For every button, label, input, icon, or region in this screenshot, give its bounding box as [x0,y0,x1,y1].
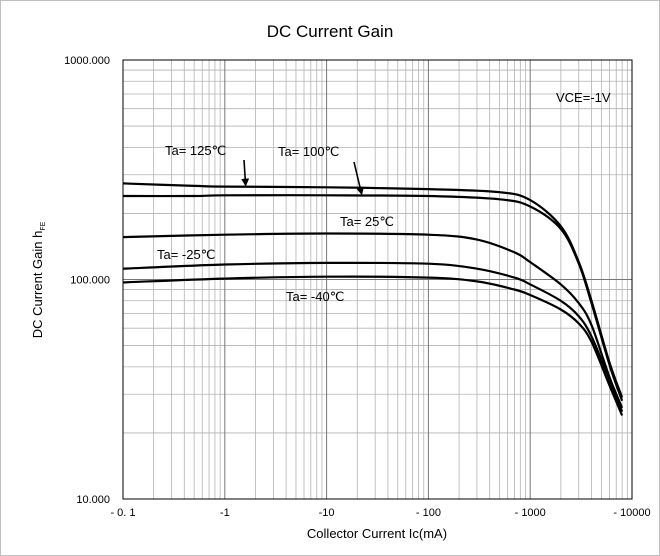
y-axis-label-main: DC Current Gain h [30,231,45,339]
annotation-arrow-0 [241,159,250,187]
x-tick-label: -10 [319,507,335,519]
x-tick-label: -1 [220,507,230,519]
y-axis-label: DC Current Gain hFE [30,221,47,338]
y-tick-label: 100.000 [70,275,110,287]
series-line-4 [122,275,624,416]
plot-area-frame [122,59,633,500]
tick-labels: - 0. 1 -1 -10 - 100 - 1000 - 10000 10.000 100.0… [64,55,651,519]
x-axis-label: Collector Current Ic(mA) [307,526,447,541]
annotation-label-0: Ta= 125℃ [165,143,226,158]
y-tick-label: 10.000 [76,494,110,506]
x-tick-label: - 0. 1 [110,507,135,519]
annotation-arrow-1 [353,161,364,196]
y-axis-label-subscript: FE [40,221,47,230]
condition-note-vce: VCE=-1V [556,90,611,105]
svg-text:DC Current Gain hFE: DC Current Gain hFE [30,221,47,338]
annotations: Ta= 125℃ Ta= 100℃ Ta= 25℃ Ta= -25℃ Ta= -40℃ [157,143,394,304]
series-line-2 [122,232,624,409]
x-tick-label: - 1000 [515,507,546,519]
series-line-3 [122,261,624,413]
x-tick-label: - 10000 [613,507,650,519]
y-tick-label: 1000.000 [64,55,110,67]
grid [122,59,633,500]
annotation-label-1: Ta= 100℃ [278,144,339,159]
chart-title: DC Current Gain [267,22,394,41]
series-group [122,182,624,416]
annotation-label-2: Ta= 25℃ [340,214,394,229]
annotation-label-4: Ta= -40℃ [286,289,344,304]
annotation-label-3: Ta= -25℃ [157,247,215,262]
series-line-1 [122,194,624,402]
x-tick-label: - 100 [416,507,441,519]
